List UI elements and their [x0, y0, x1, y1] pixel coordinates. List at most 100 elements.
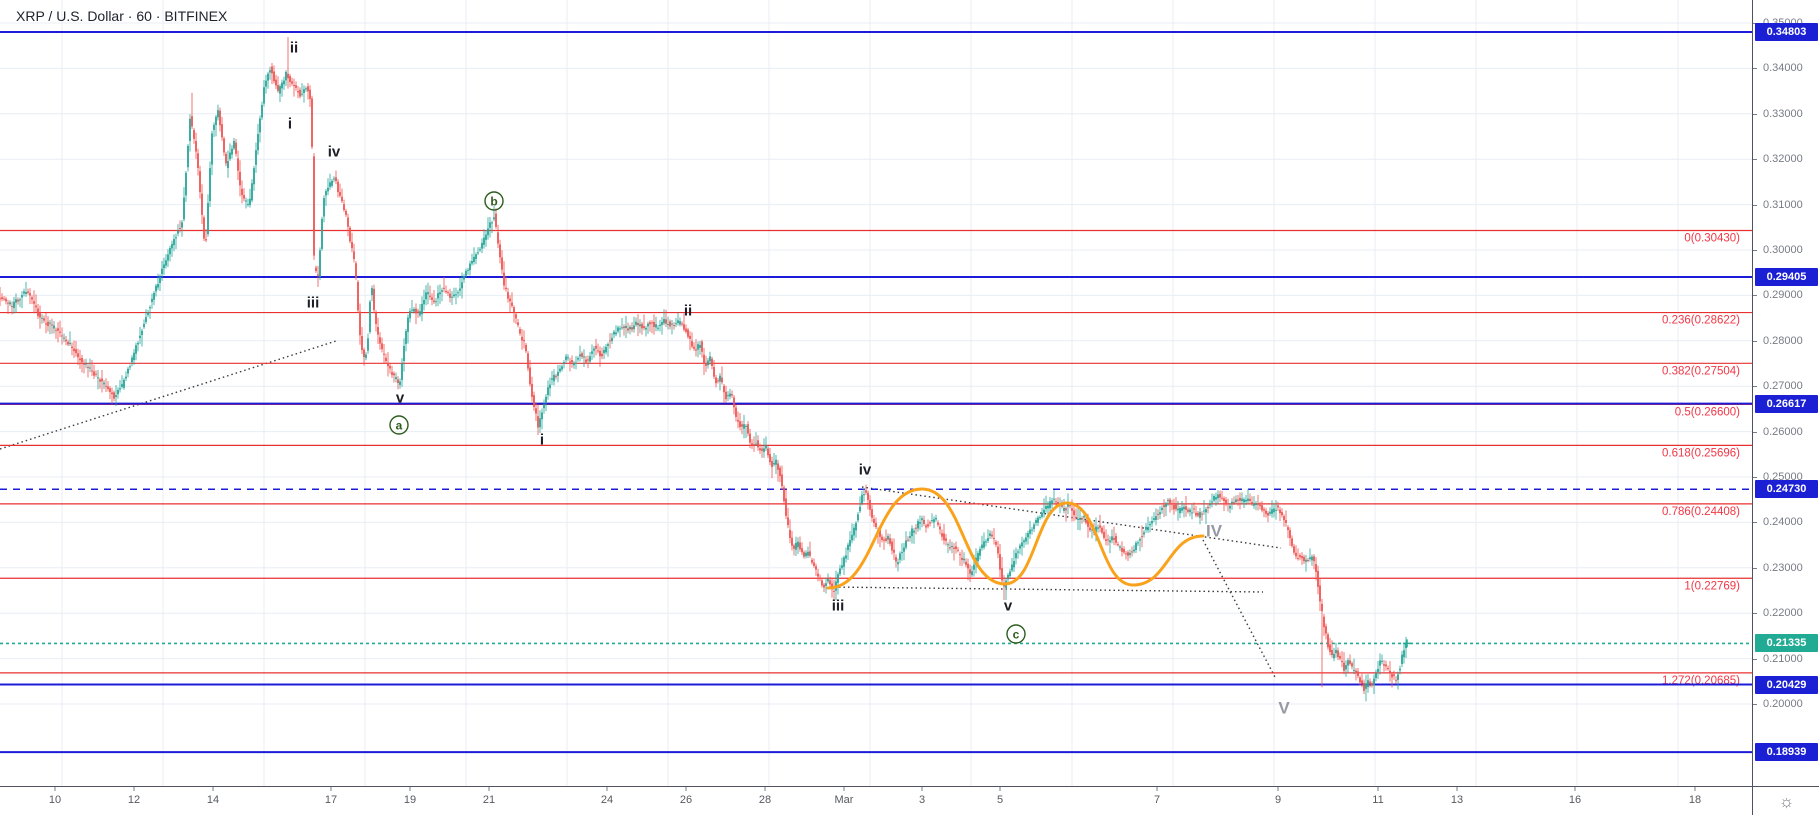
candlestick: [1041, 512, 1043, 517]
candlestick: [1163, 505, 1165, 508]
candlestick: [1095, 526, 1097, 533]
candlestick: [527, 353, 529, 369]
price-tick-mark: [1753, 386, 1757, 388]
candlestick: [807, 551, 809, 556]
candlestick: [645, 327, 647, 330]
candlestick: [187, 145, 189, 168]
candlestick: [1023, 540, 1025, 543]
candlestick: [491, 222, 493, 224]
candlestick: [1151, 521, 1153, 524]
chart-settings-icon[interactable]: ☼: [1778, 792, 1795, 811]
candlestick: [227, 161, 229, 169]
candlestick: [1295, 552, 1297, 557]
candlestick: [1069, 505, 1071, 507]
candlestick: [365, 354, 367, 358]
candlestick: [193, 129, 195, 139]
candlestick: [621, 327, 623, 329]
candlestick: [1159, 512, 1161, 515]
candlestick: [369, 301, 371, 332]
candlestick: [631, 327, 633, 330]
time-tick-label: 16: [1568, 794, 1582, 806]
candlestick: [879, 529, 881, 537]
candlestick: [791, 537, 793, 546]
candlestick: [567, 357, 569, 359]
candlestick: [1079, 517, 1081, 520]
candlestick: [619, 328, 621, 330]
candlestick: [313, 156, 315, 256]
candlestick: [1049, 501, 1051, 509]
chart-surface[interactable]: 0(0.30430) 0.236(0.28622) 0.382(0.27504) 0.…: [0, 0, 1752, 786]
candlestick: [629, 326, 631, 330]
candlestick: [39, 312, 41, 318]
candlestick: [969, 569, 971, 574]
candlestick: [269, 70, 271, 73]
candlestick: [623, 326, 625, 329]
candlestick: [493, 217, 495, 220]
candlestick: [367, 338, 369, 351]
candlestick: [745, 425, 747, 427]
candlestick: [43, 318, 45, 321]
candlestick: [787, 517, 789, 526]
candlestick: [155, 285, 157, 292]
dotted-trendline: [0, 340, 337, 450]
time-tick-label: 26: [679, 794, 693, 806]
candlestick: [961, 557, 963, 560]
fib-level-label: 0.618(0.25696): [1662, 447, 1740, 459]
candlestick: [319, 250, 321, 277]
candlestick: [1085, 520, 1087, 523]
candlestick: [337, 181, 339, 193]
candlestick: [651, 322, 653, 324]
candlestick: [1351, 663, 1353, 667]
candlestick: [27, 291, 29, 293]
candlestick: [681, 323, 683, 325]
candlestick: [445, 290, 447, 293]
candlestick: [499, 244, 501, 258]
candlestick: [1009, 571, 1011, 576]
candlestick: [801, 548, 803, 553]
candlestick: [427, 292, 429, 295]
candlestick: [309, 89, 311, 99]
candlestick: [699, 344, 701, 348]
price-tick-mark: [1753, 340, 1757, 342]
candlestick: [1315, 564, 1317, 572]
candlestick: [965, 561, 967, 566]
candlestick: [1339, 656, 1341, 659]
candlestick: [397, 379, 399, 383]
candlestick: [1157, 513, 1159, 515]
candlestick: [1403, 650, 1405, 658]
price-axis[interactable]: 0.350000.340000.330000.320000.310000.300…: [1752, 0, 1819, 786]
candlestick: [413, 308, 415, 312]
candlestick: [949, 547, 951, 549]
candlestick: [1145, 526, 1147, 530]
candlestick: [841, 565, 843, 568]
candlestick: [289, 76, 291, 83]
candlestick: [163, 264, 165, 269]
wave-label: v: [396, 390, 405, 407]
candlestick: [1267, 513, 1269, 516]
candlestick: [127, 368, 129, 374]
price-level-badge: 0.29405: [1755, 268, 1818, 286]
symbol-legend[interactable]: XRP / U.S. Dollar · 60 · BITFINEX: [16, 8, 228, 24]
candlestick: [1251, 502, 1253, 505]
candlestick: [1025, 537, 1027, 542]
candlestick: [503, 272, 505, 286]
candlestick: [29, 293, 31, 296]
candlestick: [1327, 634, 1329, 648]
candlestick: [1135, 542, 1137, 551]
wave-label: b: [490, 195, 497, 209]
candlestick: [1243, 499, 1245, 503]
candlestick: [1179, 508, 1181, 514]
candlestick: [891, 541, 893, 551]
candlestick: [695, 349, 697, 351]
candlestick: [565, 356, 567, 360]
candlestick: [267, 73, 269, 81]
candlestick: [157, 284, 159, 288]
candlestick: [1277, 505, 1279, 508]
time-tick-mark: [1156, 787, 1158, 791]
candlestick: [1011, 564, 1013, 571]
candlestick: [553, 374, 555, 382]
wave-label: a: [396, 419, 403, 433]
candlestick: [103, 382, 105, 385]
candlestick: [439, 292, 441, 295]
time-axis[interactable]: 10 12 14 17 19 21 24 26 28 Mar 3 5 7 9 11 13 16 18: [0, 786, 1752, 815]
